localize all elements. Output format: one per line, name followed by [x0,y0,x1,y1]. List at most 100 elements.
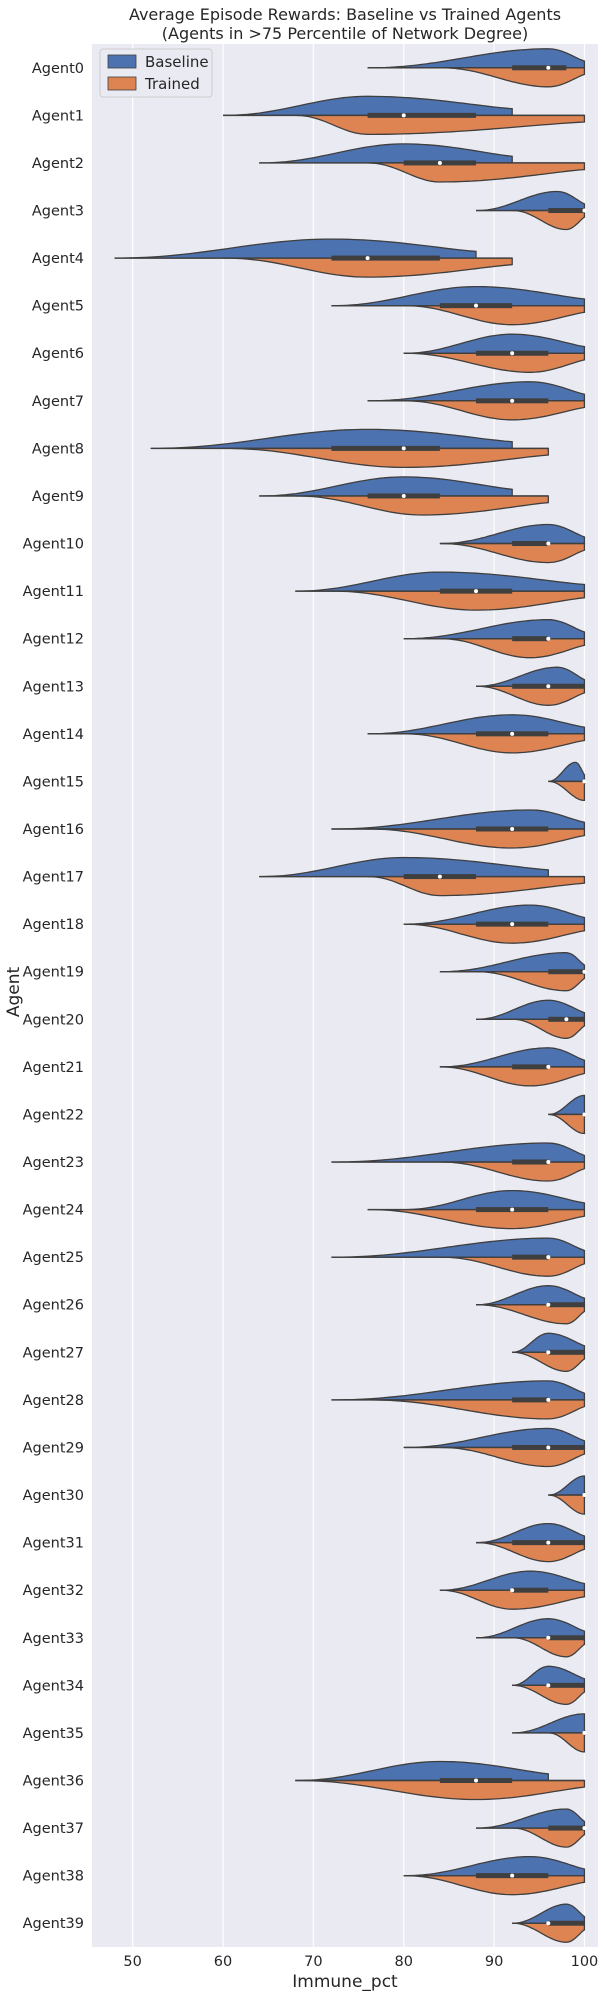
y-tick-label-Agent6: Agent6 [32,346,84,362]
median-Agent25 [546,1255,551,1260]
violin-trained-Agent3 [512,209,586,231]
y-tick-label-Agent36: Agent36 [23,1773,84,1789]
violin-Agent34 [512,1665,586,1706]
violin-baseline-Agent38 [403,1855,586,1877]
y-tick-label-Agent0: Agent0 [32,61,84,77]
violin-baseline-Agent25 [331,1237,586,1258]
violin-baseline-Agent31 [476,1522,586,1544]
box-Agent10 [512,541,549,547]
median-Agent7 [510,398,515,403]
median-Agent28 [546,1397,551,1402]
median-Agent12 [546,636,551,641]
violin-baseline-Agent28 [331,1380,586,1401]
violin-Agent7 [367,381,586,421]
violin-trained-Agent14 [403,733,586,754]
box-Agent28 [512,1397,549,1403]
violin-baseline-Agent15 [548,761,586,783]
violin-baseline-Agent6 [403,333,586,354]
box-Agent12 [512,636,549,642]
median-Agent9 [401,493,406,498]
violin-Agent15 [548,761,587,802]
violin-Agent14 [367,714,586,754]
y-tick-label-Agent29: Agent29 [23,1440,84,1456]
violin-baseline-Agent36 [295,1760,549,1782]
median-Agent11 [474,589,479,594]
violin-baseline-Agent20 [476,999,586,1020]
violin-Agent2 [259,143,586,183]
violin-trained-Agent15 [548,780,586,802]
box-Agent25 [512,1254,549,1260]
median-Agent19 [582,969,587,974]
violin-baseline-Agent0 [367,48,586,69]
median-Agent13 [546,684,551,689]
median-Agent17 [437,874,442,879]
x-tick-label-100: 100 [571,1954,599,1970]
violin-Agent36 [295,1760,586,1801]
violin-Agent3 [476,190,587,231]
violin-trained-Agent23 [439,1161,586,1182]
y-tick-label-Agent26: Agent26 [23,1298,84,1314]
violin-trained-Agent18 [403,923,586,944]
violin-baseline-Agent7 [367,381,586,402]
y-tick-label-Agent28: Agent28 [23,1393,84,1409]
x-tick-label-70: 70 [304,1954,322,1970]
median-Agent2 [437,160,442,165]
violin-Agent20 [476,999,586,1039]
median-Agent8 [401,446,406,451]
y-tick-label-Agent30: Agent30 [23,1488,84,1504]
violin-Agent5 [331,285,586,326]
violin-baseline-Agent24 [403,1189,586,1211]
violin-trained-Agent8 [223,447,549,469]
violin-Agent21 [439,1047,586,1087]
violin-Agent27 [512,1332,586,1372]
violin-Agent30 [548,1475,587,1515]
box-Agent37 [548,1825,585,1831]
x-tick-label-80: 80 [395,1954,413,1970]
y-tick-label-Agent13: Agent13 [23,679,84,695]
plot-background [92,44,598,1947]
box-Agent39 [548,1920,585,1926]
y-tick-label-Agent38: Agent38 [23,1869,84,1885]
violin-trained-Agent30 [548,1494,586,1515]
violin-Agent16 [331,809,586,849]
median-Agent16 [510,826,515,831]
violin-trained-Agent39 [512,1922,586,1943]
violin-Agent24 [367,1189,586,1230]
violin-baseline-Agent4 [114,238,477,259]
median-Agent33 [546,1635,551,1640]
violin-Agent19 [439,952,587,992]
violin-trained-Agent7 [403,400,586,421]
violin-Agent29 [403,1427,586,1468]
box-Agent1 [367,112,477,118]
box-Agent33 [548,1635,585,1641]
violin-trained-Agent26 [475,1304,586,1325]
violin-trained-Agent9 [295,495,549,516]
violin-Agent4 [114,238,513,278]
y-tick-label-Agent2: Agent2 [32,156,84,172]
violins [114,48,587,1943]
violin-trained-Agent6 [403,352,586,373]
violin-trained-Agent22 [548,1113,586,1135]
box-Agent21 [512,1064,549,1070]
violin-Agent6 [403,333,586,373]
legend: Baseline Trained [99,48,213,98]
box-Agent3 [548,208,585,214]
violin-baseline-Agent35 [512,1713,586,1734]
violin-trained-Agent17 [367,875,586,897]
box-Agent34 [548,1682,585,1688]
median-Agent14 [510,731,515,736]
violin-trained-Agent34 [512,1684,586,1706]
violin-trained-Agent37 [512,1827,586,1848]
y-tick-label-Agent20: Agent20 [23,1012,84,1028]
violin-baseline-Agent9 [259,476,513,497]
y-tick-label-Agent12: Agent12 [23,632,84,648]
box-Agent26 [548,1302,585,1308]
violin-trained-Agent32 [439,1589,586,1610]
violin-baseline-Agent10 [439,523,586,545]
violin-Agent28 [331,1380,586,1420]
violin-baseline-Agent2 [259,143,513,164]
y-tick-label-Agent32: Agent32 [23,1583,84,1599]
violin-baseline-Agent22 [548,1094,586,1116]
y-tick-label-Agent23: Agent23 [23,1155,84,1171]
violin-trained-Agent19 [476,971,586,992]
